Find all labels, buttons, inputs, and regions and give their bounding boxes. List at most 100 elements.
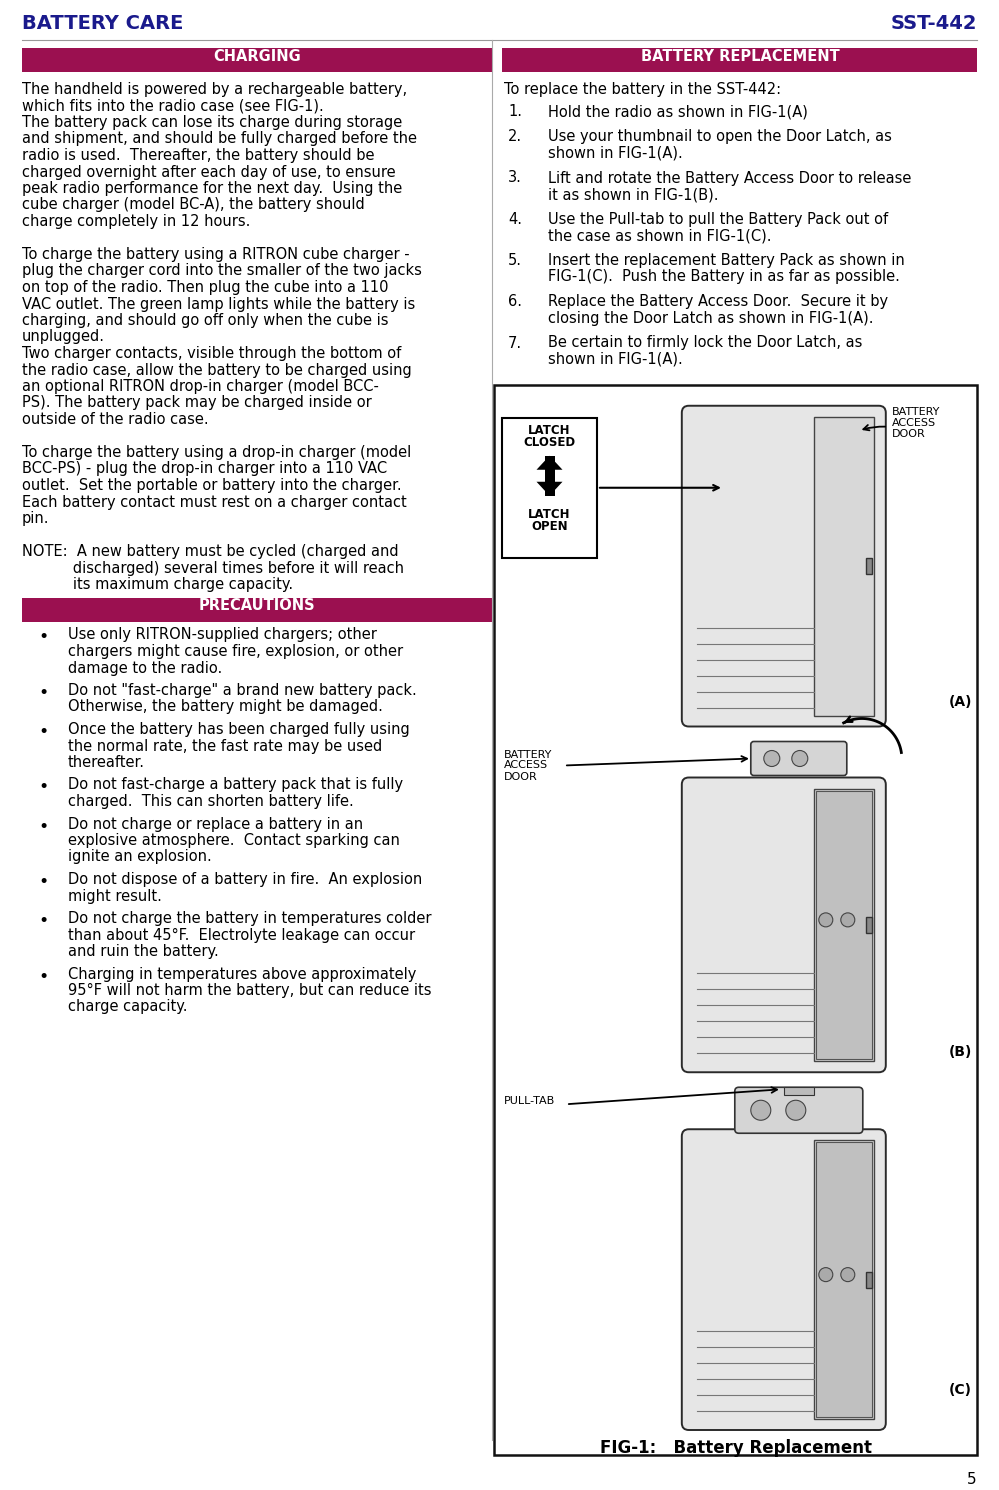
Text: Use the Pull-tab to pull the Battery Pack out of: Use the Pull-tab to pull the Battery Pac… [548,212,888,226]
Text: on top of the radio. Then plug the cube into a 110: on top of the radio. Then plug the cube … [22,280,389,295]
Text: Do not charge the battery in temperatures colder: Do not charge the battery in temperature… [68,910,432,925]
Text: BATTERY: BATTERY [892,407,940,417]
Text: The battery pack can lose its charge during storage: The battery pack can lose its charge dur… [22,115,403,130]
Text: LATCH: LATCH [528,423,570,437]
Circle shape [819,1268,833,1281]
Text: •: • [38,912,48,930]
Text: shown in FIG-1(A).: shown in FIG-1(A). [548,352,682,367]
Text: discharged) several times before it will reach: discharged) several times before it will… [22,560,404,575]
Text: charged.  This can shorten battery life.: charged. This can shorten battery life. [68,794,354,809]
Text: Use only RITRON-supplied chargers; other: Use only RITRON-supplied chargers; other [68,627,377,642]
Text: (A): (A) [949,694,972,709]
Circle shape [841,913,855,927]
Text: Do not "fast-charge" a brand new battery pack.: Do not "fast-charge" a brand new battery… [68,682,417,697]
Text: 3.: 3. [508,170,521,185]
Text: CHARGING: CHARGING [213,49,301,64]
Bar [814,1140,874,1418]
FancyBboxPatch shape [751,742,847,775]
Text: •: • [38,873,48,891]
Bar [494,384,977,1456]
Text: •: • [38,723,48,741]
Text: and shipment, and should be fully charged before the: and shipment, and should be fully charge… [22,131,417,146]
Text: BCC-PS) - plug the drop-in charger into a 110 VAC: BCC-PS) - plug the drop-in charger into … [22,462,388,477]
Text: Lift and rotate the Battery Access Door to release: Lift and rotate the Battery Access Door … [548,170,911,185]
Text: cube charger (model BC-A), the battery should: cube charger (model BC-A), the battery s… [22,198,365,213]
Text: Each battery contact must rest on a charger contact: Each battery contact must rest on a char… [22,495,407,510]
Text: LATCH: LATCH [528,508,570,520]
Bar [814,417,874,715]
Text: PS). The battery pack may be charged inside or: PS). The battery pack may be charged ins… [22,395,372,411]
Text: •: • [38,967,48,985]
Text: BATTERY: BATTERY [504,749,552,760]
Text: damage to the radio.: damage to the radio. [68,660,222,675]
Text: PULL-TAB: PULL-TAB [504,1097,555,1106]
Text: DOOR: DOOR [892,429,926,438]
Bar [22,48,492,72]
Bar [866,1271,872,1287]
Bar [502,48,977,72]
Text: The handheld is powered by a rechargeable battery,: The handheld is powered by a rechargeabl… [22,82,408,97]
Text: might result.: might result. [68,888,162,903]
Text: •: • [38,818,48,836]
FancyBboxPatch shape [735,1088,863,1134]
Text: BATTERY CARE: BATTERY CARE [22,13,184,33]
Polygon shape [536,456,562,469]
Text: •: • [38,778,48,797]
Text: •: • [38,684,48,702]
Text: and ruin the battery.: and ruin the battery. [68,945,219,960]
Text: To charge the battery using a drop-in charger (model: To charge the battery using a drop-in ch… [22,446,412,460]
Text: VAC outlet. The green lamp lights while the battery is: VAC outlet. The green lamp lights while … [22,297,416,311]
Bar [814,788,874,1061]
FancyBboxPatch shape [681,1129,886,1430]
Text: 5.: 5. [508,253,522,268]
Text: BATTERY REPLACEMENT: BATTERY REPLACEMENT [641,49,840,64]
Bar [502,417,597,557]
Text: PRECAUTIONS: PRECAUTIONS [199,599,316,614]
Text: Charging in temperatures above approximately: Charging in temperatures above approxima… [68,967,417,982]
Text: 7.: 7. [508,335,522,350]
Bar [544,469,554,496]
Text: outside of the radio case.: outside of the radio case. [22,413,209,428]
Text: the radio case, allow the battery to be charged using: the radio case, allow the battery to be … [22,362,412,377]
Circle shape [792,751,808,766]
Text: 5: 5 [967,1472,977,1487]
Text: plug the charger cord into the smaller of the two jacks: plug the charger cord into the smaller o… [22,264,422,279]
Text: Do not fast-charge a battery pack that is fully: Do not fast-charge a battery pack that i… [68,778,404,793]
Circle shape [841,1268,855,1281]
Text: CLOSED: CLOSED [523,435,575,448]
Text: Use your thumbnail to open the Door Latch, as: Use your thumbnail to open the Door Latc… [548,130,892,145]
Text: charge completely in 12 hours.: charge completely in 12 hours. [22,215,251,229]
Text: explosive atmosphere.  Contact sparking can: explosive atmosphere. Contact sparking c… [68,833,400,848]
Bar [816,1143,872,1417]
Bar [544,456,554,481]
Bar [784,1088,814,1095]
Text: Hold the radio as shown in FIG-1(A): Hold the radio as shown in FIG-1(A) [548,104,808,119]
Text: shown in FIG-1(A).: shown in FIG-1(A). [548,146,682,161]
Text: unplugged.: unplugged. [22,329,105,344]
Bar [816,791,872,1059]
Text: ignite an explosion.: ignite an explosion. [68,849,212,864]
Text: 6.: 6. [508,294,522,310]
Text: outlet.  Set the portable or battery into the charger.: outlet. Set the portable or battery into… [22,478,402,493]
Circle shape [819,913,833,927]
Text: To charge the battery using a RITRON cube charger -: To charge the battery using a RITRON cub… [22,247,410,262]
Text: the normal rate, the fast rate may be used: the normal rate, the fast rate may be us… [68,739,383,754]
Polygon shape [536,481,562,496]
Text: an optional RITRON drop-in charger (model BCC-: an optional RITRON drop-in charger (mode… [22,378,379,393]
Text: Otherwise, the battery might be damaged.: Otherwise, the battery might be damaged. [68,699,383,715]
Text: radio is used.  Thereafter, the battery should be: radio is used. Thereafter, the battery s… [22,148,375,162]
Text: ACCESS: ACCESS [892,417,936,428]
Text: Two charger contacts, visible through the bottom of: Two charger contacts, visible through th… [22,346,402,361]
Text: Insert the replacement Battery Pack as shown in: Insert the replacement Battery Pack as s… [548,253,905,268]
Circle shape [751,1100,771,1120]
Text: •: • [38,629,48,647]
Circle shape [764,751,780,766]
Text: its maximum charge capacity.: its maximum charge capacity. [22,577,293,592]
Bar [866,916,872,933]
Text: thereafter.: thereafter. [68,755,145,770]
Text: charged overnight after each day of use, to ensure: charged overnight after each day of use,… [22,164,396,179]
Text: (B): (B) [949,1046,972,1059]
Text: FIG-1(C).  Push the Battery in as far as possible.: FIG-1(C). Push the Battery in as far as … [548,270,900,285]
Bar [866,559,872,574]
Text: than about 45°F.  Electrolyte leakage can occur: than about 45°F. Electrolyte leakage can… [68,927,416,943]
